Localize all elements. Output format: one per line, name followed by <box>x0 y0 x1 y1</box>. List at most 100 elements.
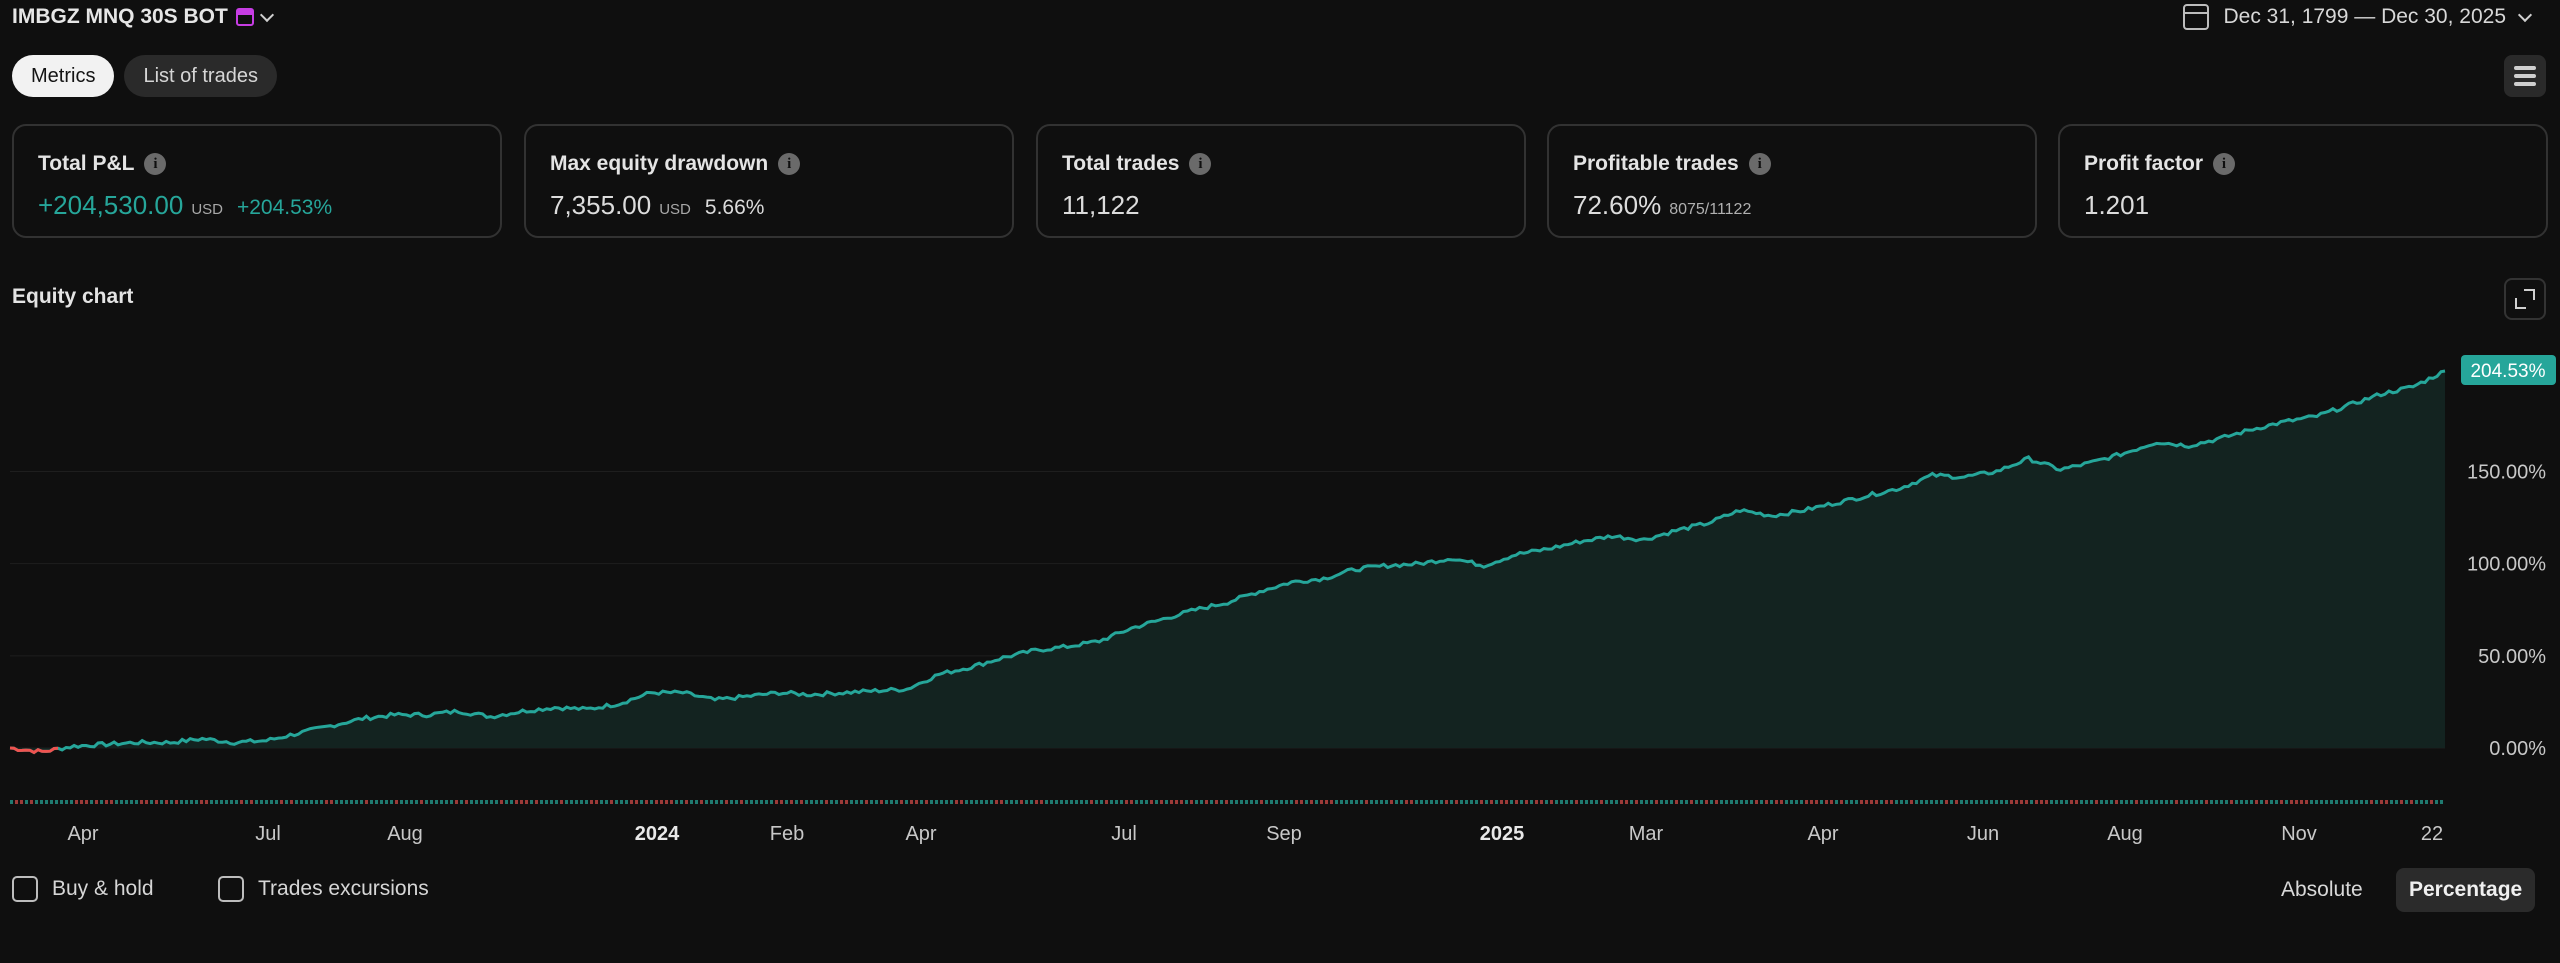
info-icon[interactable]: i <box>778 153 801 175</box>
trade-marker <box>2270 800 2273 804</box>
checkbox-icon[interactable] <box>12 876 38 902</box>
trade-marker <box>620 800 623 804</box>
trade-marker <box>280 800 283 804</box>
trade-marker <box>2000 800 2003 804</box>
tab-list-of-trades[interactable]: List of trades <box>124 55 277 97</box>
trade-marker <box>1005 800 1008 804</box>
trade-marker <box>395 800 398 804</box>
trade-marker <box>2030 800 2033 804</box>
trade-marker <box>1385 800 1388 804</box>
trade-marker <box>925 800 928 804</box>
trade-marker <box>2020 800 2023 804</box>
trade-marker <box>725 800 728 804</box>
metric-unit: USD <box>659 201 691 218</box>
trade-marker <box>585 800 588 804</box>
trade-marker <box>1490 800 1493 804</box>
equity-chart-title: Equity chart <box>12 285 134 308</box>
trade-marker <box>1850 800 1853 804</box>
trade-marker <box>1680 800 1683 804</box>
trade-marker <box>1645 800 1648 804</box>
trade-marker <box>1530 800 1533 804</box>
trade-marker <box>955 800 958 804</box>
trade-marker <box>1865 800 1868 804</box>
trade-marker <box>115 800 118 804</box>
trade-marker <box>275 800 278 804</box>
trade-marker <box>1870 800 1873 804</box>
trade-marker <box>2195 800 2198 804</box>
chevron-down-icon[interactable] <box>2517 7 2533 23</box>
trade-marker <box>2190 800 2193 804</box>
trade-marker <box>610 800 613 804</box>
trade-marker <box>1545 800 1548 804</box>
trade-marker <box>2090 800 2093 804</box>
trade-marker <box>2035 800 2038 804</box>
trade-marker <box>1215 800 1218 804</box>
trade-marker <box>2425 800 2428 804</box>
percentage-toggle[interactable]: Percentage <box>2396 868 2536 912</box>
trade-marker <box>170 800 173 804</box>
tab-metrics[interactable]: Metrics <box>12 55 115 97</box>
trade-marker <box>1410 800 1413 804</box>
strategy-title[interactable]: IMBGZ MNQ 30S BOT <box>12 0 274 34</box>
menu-bar-icon <box>2514 66 2536 70</box>
expand-icon[interactable] <box>2504 278 2546 320</box>
trade-marker <box>1905 800 1908 804</box>
trade-marker <box>1880 800 1883 804</box>
trade-marker <box>1015 800 1018 804</box>
buy-hold-checkbox[interactable]: Buy & hold <box>12 876 154 902</box>
trade-marker <box>1565 800 1568 804</box>
trade-marker <box>250 800 253 804</box>
trade-marker <box>1655 800 1658 804</box>
trade-marker <box>1450 800 1453 804</box>
trade-marker <box>350 800 353 804</box>
trade-marker <box>1875 800 1878 804</box>
trade-marker <box>2320 800 2323 804</box>
date-range-picker[interactable]: Dec 31, 1799 — Dec 30, 2025 <box>2183 0 2533 34</box>
last-value-label: 204.53% <box>2470 361 2545 382</box>
checkbox-icon[interactable] <box>218 876 244 902</box>
trade-marker <box>2205 800 2208 804</box>
y-tick-label: 150.00% <box>2467 462 2546 484</box>
trade-marker <box>1955 800 1958 804</box>
info-icon[interactable]: i <box>144 153 167 175</box>
trade-marker <box>870 800 873 804</box>
trade-marker <box>205 800 208 804</box>
trade-marker <box>1055 800 1058 804</box>
info-icon[interactable]: i <box>1748 153 1771 175</box>
trade-marker <box>1595 800 1598 804</box>
trade-marker <box>190 800 193 804</box>
trade-marker <box>1020 800 1023 804</box>
trade-marker <box>790 800 793 804</box>
equity-chart[interactable]: 0.00% 50.00% 100.00% 150.00% Apr Jul Aug 2024 F… <box>0 300 2560 860</box>
trade-marker <box>1125 800 1128 804</box>
trade-marker <box>935 800 938 804</box>
trade-marker <box>2390 800 2393 804</box>
info-icon[interactable]: i <box>1189 153 1212 175</box>
trade-marker <box>1625 800 1628 804</box>
trade-marker <box>1570 800 1573 804</box>
trade-marker <box>2060 800 2063 804</box>
trade-marker <box>125 800 128 804</box>
trade-marker <box>1950 800 1953 804</box>
trade-marker <box>1985 800 1988 804</box>
trade-marker <box>1310 800 1313 804</box>
trade-marker <box>900 800 903 804</box>
trade-marker <box>2135 800 2138 804</box>
trade-marker <box>745 800 748 804</box>
trades-excursions-checkbox[interactable]: Trades excursions <box>218 876 429 902</box>
trade-marker <box>1695 800 1698 804</box>
trade-marker <box>485 800 488 804</box>
chevron-down-icon[interactable] <box>259 7 274 23</box>
trade-marker <box>75 800 78 804</box>
x-tick-label: Aug <box>2107 823 2143 845</box>
trade-marker <box>1390 800 1393 804</box>
layout-menu-button[interactable] <box>2504 55 2546 97</box>
trade-marker <box>1860 800 1863 804</box>
info-icon[interactable]: i <box>2213 153 2236 175</box>
trade-marker <box>650 800 653 804</box>
trade-marker <box>905 800 908 804</box>
trade-marker <box>2250 800 2253 804</box>
absolute-toggle[interactable]: Absolute <box>2281 878 2363 901</box>
x-tick-label: 22 <box>2421 823 2443 845</box>
trade-marker <box>1080 800 1083 804</box>
